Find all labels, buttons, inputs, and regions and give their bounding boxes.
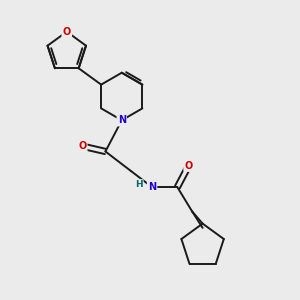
- Text: O: O: [78, 141, 86, 151]
- Text: N: N: [118, 115, 126, 125]
- Text: O: O: [63, 27, 71, 37]
- Text: H: H: [135, 180, 142, 189]
- Text: N: N: [148, 182, 156, 192]
- Text: O: O: [184, 161, 193, 171]
